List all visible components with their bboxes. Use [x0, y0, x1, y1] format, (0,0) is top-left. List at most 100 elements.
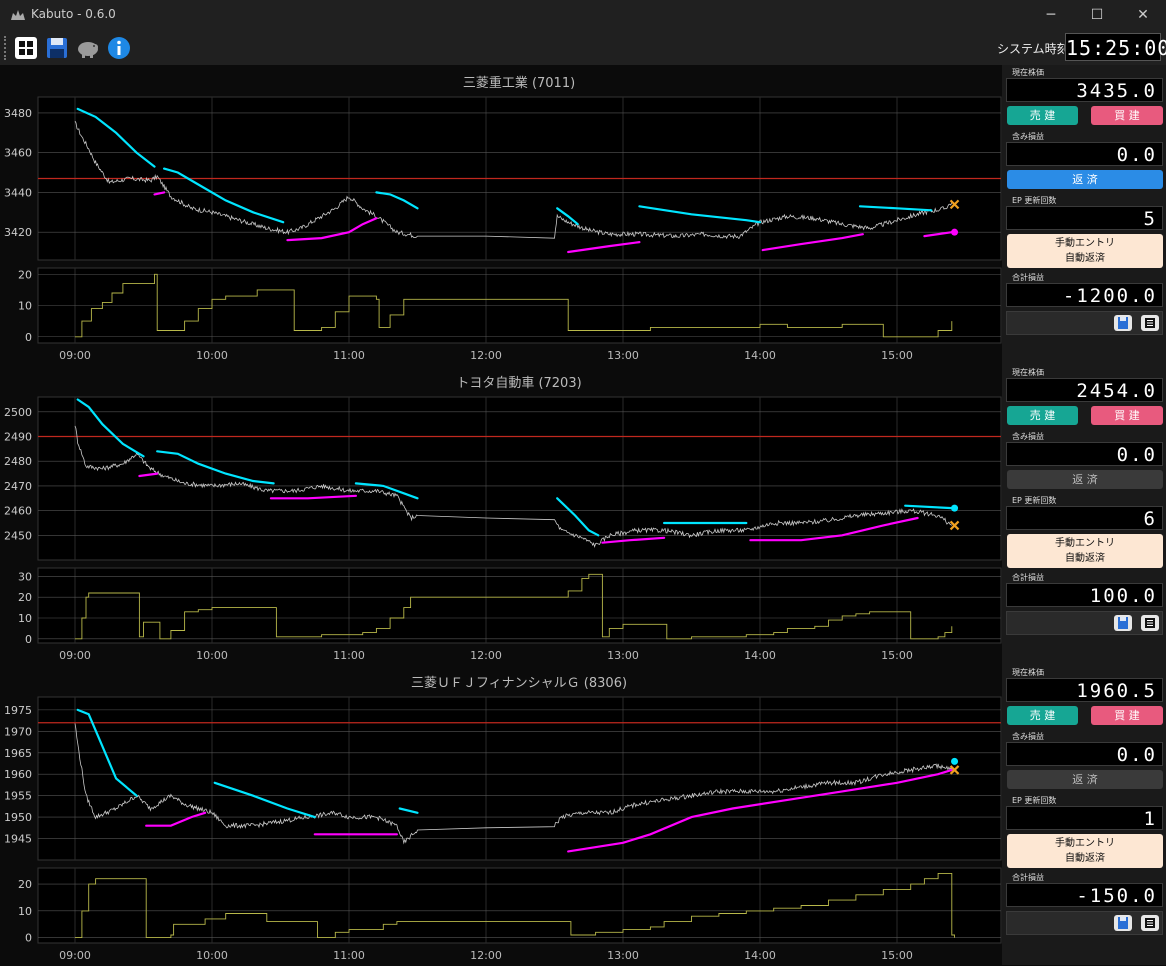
layout-icon[interactable]: [13, 35, 39, 61]
auto-repay-label: 自動返済: [1065, 553, 1105, 564]
x-tick-label: 15:00: [881, 349, 913, 362]
fast-ma-series-line: [638, 205, 762, 224]
x-tick-label: 12:00: [470, 949, 502, 962]
total-pnl-label: 合計損益: [1012, 273, 1044, 282]
y-tick-label: 2450: [4, 529, 32, 542]
x-tick-label: 14:00: [744, 649, 776, 662]
sell-open-button[interactable]: 売 建: [1007, 106, 1078, 125]
x-tick-label: 15:00: [881, 949, 913, 962]
total-pnl-display: 100.0: [1006, 583, 1163, 607]
slow-ma-series-line: [138, 472, 159, 478]
cross-marker: [949, 520, 960, 531]
y-tick-label: 2500: [4, 406, 32, 419]
counter-tick-label: 30: [18, 570, 32, 583]
x-tick-label: 11:00: [333, 649, 365, 662]
manual-entry-auto-repay-toggle[interactable]: 手動エントリ 自動返済: [1007, 834, 1163, 868]
save-icon: [1118, 317, 1128, 329]
buy-open-button[interactable]: 買 建: [1091, 406, 1163, 425]
sell-open-button[interactable]: 売 建: [1007, 706, 1078, 725]
list-button[interactable]: [1141, 315, 1159, 331]
x-tick-label: 10:00: [196, 649, 228, 662]
minimize-button[interactable]: ─: [1046, 7, 1056, 23]
counter-tick-label: 0: [25, 331, 32, 344]
x-tick-label: 09:00: [59, 349, 91, 362]
y-tick-label: 1950: [4, 811, 32, 824]
info-icon[interactable]: [106, 35, 132, 61]
total-pnl-label: 合計損益: [1012, 873, 1044, 882]
fast-ma-series-line: [156, 450, 275, 485]
save-icon: [1118, 917, 1128, 929]
fast-ma-series-line: [76, 708, 138, 797]
fast-ma-series-line: [354, 482, 419, 500]
piggy-bank-icon[interactable]: [75, 35, 101, 61]
current-price-display: 1960.5: [1006, 678, 1163, 702]
fast-ma-end-marker: [951, 757, 959, 765]
price-plot-area: [37, 396, 1002, 561]
total-pnl-display: -150.0: [1006, 883, 1163, 907]
repay-button[interactable]: 返 済: [1007, 770, 1163, 789]
unrealized-pnl-display: 0.0: [1006, 142, 1163, 166]
price-series-line: [74, 120, 953, 240]
manual-entry-auto-repay-toggle[interactable]: 手動エントリ 自動返済: [1007, 234, 1163, 268]
x-tick-label: 11:00: [333, 349, 365, 362]
x-tick-label: 15:00: [881, 649, 913, 662]
counter-tick-label: 20: [18, 878, 32, 891]
current-price-label: 現在株価: [1012, 668, 1044, 677]
y-tick-label: 2490: [4, 431, 32, 444]
auto-repay-label: 自動返済: [1065, 853, 1105, 864]
unrealized-pnl-label: 含み損益: [1012, 732, 1044, 741]
save-memo-button[interactable]: [1114, 915, 1132, 931]
counter-tick-label: 0: [25, 932, 32, 945]
ep-update-count-display: 1: [1006, 806, 1163, 830]
y-tick-label: 3440: [4, 186, 32, 199]
toolbar-grip[interactable]: [4, 36, 9, 60]
buy-open-button[interactable]: 買 建: [1091, 106, 1163, 125]
fast-ma-series-line: [163, 167, 285, 224]
y-tick-label: 3460: [4, 147, 32, 160]
auto-repay-label: 自動返済: [1065, 253, 1105, 264]
x-tick-label: 09:00: [59, 949, 91, 962]
system-time-display: 15:25:00: [1065, 33, 1166, 61]
save-icon: [1118, 617, 1128, 629]
save-memo-button[interactable]: [1114, 615, 1132, 631]
x-tick-label: 10:00: [196, 949, 228, 962]
y-tick-label: 1975: [4, 704, 32, 717]
list-button[interactable]: [1141, 615, 1159, 631]
repay-button[interactable]: 返 済: [1007, 170, 1163, 189]
ep-update-count-label: EP 更新回数: [1012, 196, 1057, 205]
y-tick-label: 1965: [4, 747, 32, 760]
counter-tick-label: 10: [18, 905, 32, 918]
maximize-button[interactable]: ☐: [1090, 7, 1104, 23]
fast-ma-series-line: [556, 497, 600, 537]
fast-ma-series-line: [904, 504, 953, 510]
y-tick-label: 2470: [4, 480, 32, 493]
list-icon: [1145, 618, 1155, 628]
repay-button[interactable]: 返 済: [1007, 470, 1163, 489]
chart-title: トヨタ自動車 (7203): [456, 376, 581, 391]
memo-row: [1006, 311, 1163, 335]
slow-ma-series-line: [567, 768, 953, 853]
cross-marker: [949, 199, 960, 210]
fast-ma-series-line: [76, 398, 145, 458]
price-series-line: [74, 425, 953, 548]
memo-row: [1006, 911, 1163, 935]
manual-entry-label: 手動エントリ: [1055, 538, 1115, 549]
slow-ma-series-line: [153, 191, 166, 196]
slow-ma-series-line: [567, 241, 641, 254]
save-icon[interactable]: [44, 35, 70, 61]
manual-entry-auto-repay-toggle[interactable]: 手動エントリ 自動返済: [1007, 534, 1163, 568]
unrealized-pnl-label: 含み損益: [1012, 132, 1044, 141]
x-tick-label: 13:00: [607, 949, 639, 962]
slow-ma-series-line: [761, 233, 864, 252]
window-title: Kabuto - 0.6.0: [31, 7, 116, 21]
slow-ma-series-line: [601, 536, 666, 544]
counter-plot-area: [37, 867, 1002, 944]
list-button[interactable]: [1141, 915, 1159, 931]
close-button[interactable]: ✕: [1137, 7, 1149, 23]
unrealized-pnl-label: 含み損益: [1012, 432, 1044, 441]
title-bar: Kabuto - 0.6.0 ─ ☐ ✕: [0, 0, 1166, 30]
list-icon: [1145, 318, 1155, 328]
sell-open-button[interactable]: 売 建: [1007, 406, 1078, 425]
buy-open-button[interactable]: 買 建: [1091, 706, 1163, 725]
save-memo-button[interactable]: [1114, 315, 1132, 331]
